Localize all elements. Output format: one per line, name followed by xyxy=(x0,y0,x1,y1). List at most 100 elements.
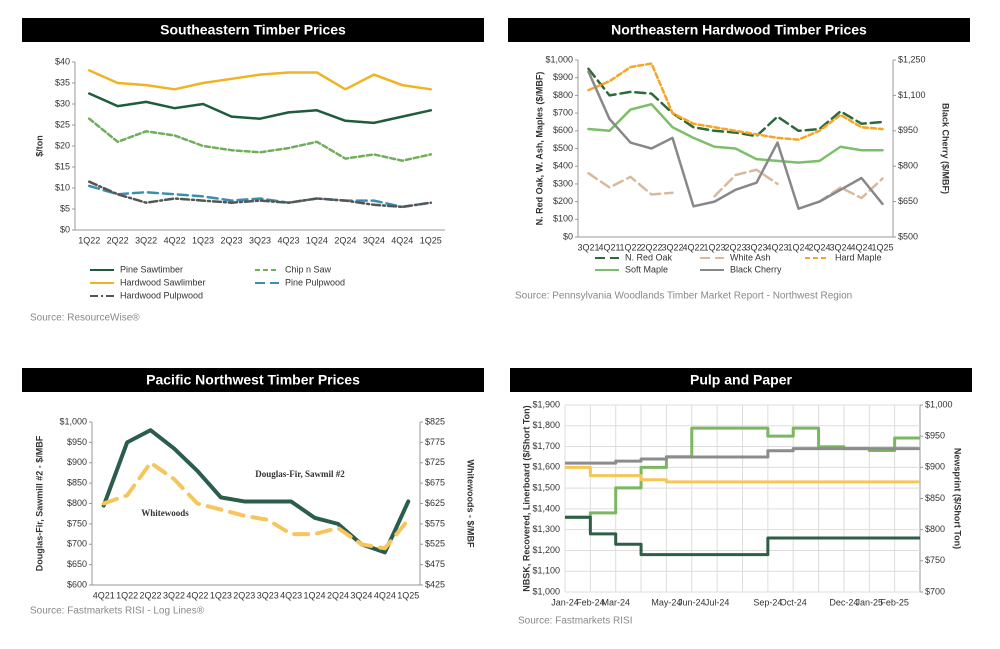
legend-label: Hardwood Pulpwood xyxy=(120,290,203,300)
x-tick-label: 3Q22 xyxy=(661,242,683,252)
y2-tick-label: $475 xyxy=(425,559,445,569)
y-tick-label: $100 xyxy=(553,214,573,224)
y2-tick-label: $575 xyxy=(425,518,445,528)
y2-tick-label: $850 xyxy=(925,493,945,503)
x-tick-label: 1Q23 xyxy=(703,242,725,252)
series-line xyxy=(87,92,433,125)
y-tick-label: $5 xyxy=(60,203,70,213)
y-tick-label: $600 xyxy=(67,579,87,589)
series-line xyxy=(565,447,920,465)
x-tick-label: 3Q22 xyxy=(135,235,157,245)
x-tick-label: 4Q24 xyxy=(850,242,872,252)
y-axis-label: NBSK, Recovered, Linerboard ($/Short Ton… xyxy=(521,405,531,591)
legend-label: Hard Maple xyxy=(835,252,882,262)
y2-tick-label: $950 xyxy=(898,125,918,135)
y2-tick-label: $1,000 xyxy=(925,399,953,409)
title-bar xyxy=(22,18,484,42)
y2-tick-label: $425 xyxy=(425,579,445,589)
series-line xyxy=(101,428,411,555)
y2-tick-label: $725 xyxy=(425,457,445,467)
legend-label: Pine Pulpwood xyxy=(285,277,345,287)
y-axis-label: $/ton xyxy=(34,135,44,157)
title-bar xyxy=(508,18,970,42)
y-tick-label: $1,800 xyxy=(532,420,560,430)
x-tick-label: 1Q24 xyxy=(787,242,809,252)
y-tick-label: $35 xyxy=(55,77,70,87)
y-tick-label: $1,100 xyxy=(532,566,560,576)
x-tick-label: 1Q22 xyxy=(619,242,641,252)
y2-tick-label: $700 xyxy=(925,586,945,596)
x-tick-label: 4Q23 xyxy=(277,235,299,245)
y2-axis-label: Whitewoods - $/MBF xyxy=(466,460,476,548)
y2-tick-label: $650 xyxy=(898,196,918,206)
y-tick-label: $1,000 xyxy=(532,586,560,596)
y2-tick-label: $625 xyxy=(425,498,445,508)
x-tick-label: Jul-24 xyxy=(705,597,730,607)
legend-label: Chip n Saw xyxy=(285,264,332,274)
annotation: Douglas-Fir, Sawmil #2 xyxy=(255,469,345,479)
series-line xyxy=(565,515,920,557)
y2-tick-label: $525 xyxy=(425,539,445,549)
chart-title: Southeastern Timber Prices xyxy=(160,22,346,38)
series-line xyxy=(565,465,920,484)
chart-title: Pulp and Paper xyxy=(690,372,792,388)
annotation: Whitewoods xyxy=(141,508,189,518)
x-tick-label: Sep-24 xyxy=(753,597,782,607)
legend-label: Black Cherry xyxy=(730,264,782,274)
y-tick-label: $40 xyxy=(55,56,70,66)
x-tick-label: Jun-24 xyxy=(678,597,706,607)
source: Source: ResourceWise® xyxy=(30,313,140,324)
x-tick-label: 4Q21 xyxy=(93,590,115,600)
y-tick-label: $1,000 xyxy=(59,416,87,426)
y-tick-label: $400 xyxy=(553,161,573,171)
x-tick-label: 3Q22 xyxy=(163,590,185,600)
series-line xyxy=(587,168,884,203)
y2-tick-label: $825 xyxy=(425,416,445,426)
y-tick-label: $15 xyxy=(55,161,70,171)
y-tick-label: $600 xyxy=(553,125,573,135)
x-tick-label: 2Q22 xyxy=(140,590,162,600)
y-tick-label: $500 xyxy=(553,143,573,153)
x-tick-label: 3Q24 xyxy=(363,235,385,245)
series-line xyxy=(87,69,433,91)
x-tick-label: Mar-24 xyxy=(601,597,630,607)
y-tick-label: $1,900 xyxy=(532,399,560,409)
x-tick-label: 4Q22 xyxy=(682,242,704,252)
x-tick-label: 2Q24 xyxy=(327,590,349,600)
x-tick-label: Jan-25 xyxy=(856,597,884,607)
y-tick-label: $1,600 xyxy=(532,462,560,472)
x-tick-label: 3Q24 xyxy=(350,590,372,600)
y2-tick-label: $775 xyxy=(425,437,445,447)
series-line xyxy=(87,184,433,209)
y-tick-label: $20 xyxy=(55,140,70,150)
y-tick-label: $800 xyxy=(553,90,573,100)
series-line xyxy=(87,117,433,162)
x-tick-label: 1Q22 xyxy=(116,590,138,600)
x-tick-label: 1Q25 xyxy=(871,242,893,252)
x-tick-label: 4Q23 xyxy=(280,590,302,600)
legend-label: Soft Maple xyxy=(625,264,668,274)
legend-label: Hardwood Sawlimber xyxy=(120,277,206,287)
title-bar xyxy=(22,368,484,392)
x-tick-label: 3Q23 xyxy=(249,235,271,245)
y2-axis-label: Newsprint ($/Short Ton) xyxy=(953,448,963,549)
legend-label: N. Red Oak xyxy=(625,252,673,262)
x-tick-label: 2Q22 xyxy=(640,242,662,252)
y2-axis-label: Black Cherry ($/MBF) xyxy=(941,103,951,194)
x-tick-label: 4Q21 xyxy=(598,242,620,252)
x-tick-label: 4Q24 xyxy=(374,590,396,600)
y-tick-label: $0 xyxy=(60,224,70,234)
y-tick-label: $0 xyxy=(563,231,573,241)
x-tick-label: 1Q25 xyxy=(420,235,442,245)
y-tick-label: $1,500 xyxy=(532,482,560,492)
chart-title: Pacific Northwest Timber Prices xyxy=(146,372,360,388)
x-tick-label: 1Q23 xyxy=(192,235,214,245)
x-tick-label: 1Q23 xyxy=(210,590,232,600)
y-tick-label: $800 xyxy=(67,498,87,508)
source: Source: Pennsylvania Woodlands Timber Ma… xyxy=(515,291,852,302)
x-tick-label: 2Q23 xyxy=(724,242,746,252)
x-tick-label: Feb-24 xyxy=(576,597,605,607)
y2-tick-label: $1,100 xyxy=(898,90,926,100)
